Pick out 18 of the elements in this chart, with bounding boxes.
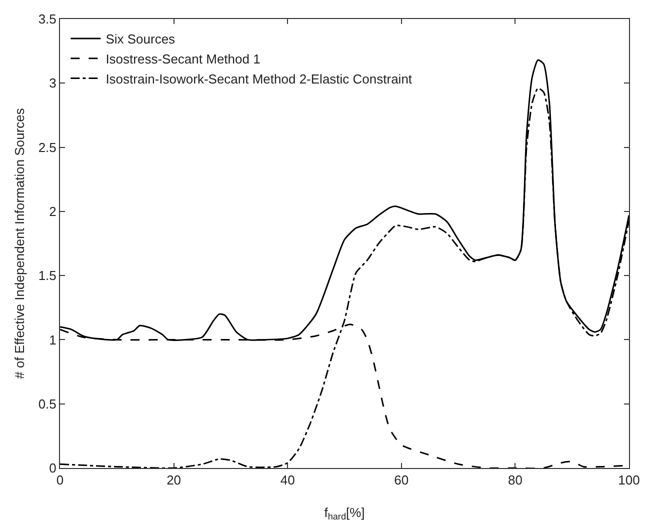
- y-tick-label: 3: [49, 76, 56, 91]
- legend-label: Isostrain-Isowork-Secant Method 2-Elastic Constraint: [106, 71, 412, 86]
- y-axis-title: # of Effective Independent Information Sources: [12, 108, 27, 379]
- x-tick-label: 60: [394, 472, 409, 488]
- x-tick-label: 100: [618, 472, 640, 488]
- x-tick-label: 20: [166, 472, 182, 488]
- y-tick-label: 2.5: [38, 140, 56, 155]
- x-tick-label: 40: [280, 472, 295, 488]
- y-tick-label: 2: [49, 204, 56, 219]
- y-tick-label: 1.5: [38, 268, 56, 284]
- y-tick-label: 0: [49, 460, 56, 476]
- y-tick-label: 3.5: [38, 12, 56, 27]
- y-tick-label: 0.5: [38, 396, 56, 412]
- legend-label: Six Sources: [106, 32, 176, 47]
- y-tick-label: 1: [49, 332, 56, 348]
- legend-label: Isostress-Secant Method 1: [106, 51, 260, 66]
- x-tick-label: 80: [508, 472, 522, 488]
- x-axis-title: f$_{hard}$[%]: [324, 505, 365, 522]
